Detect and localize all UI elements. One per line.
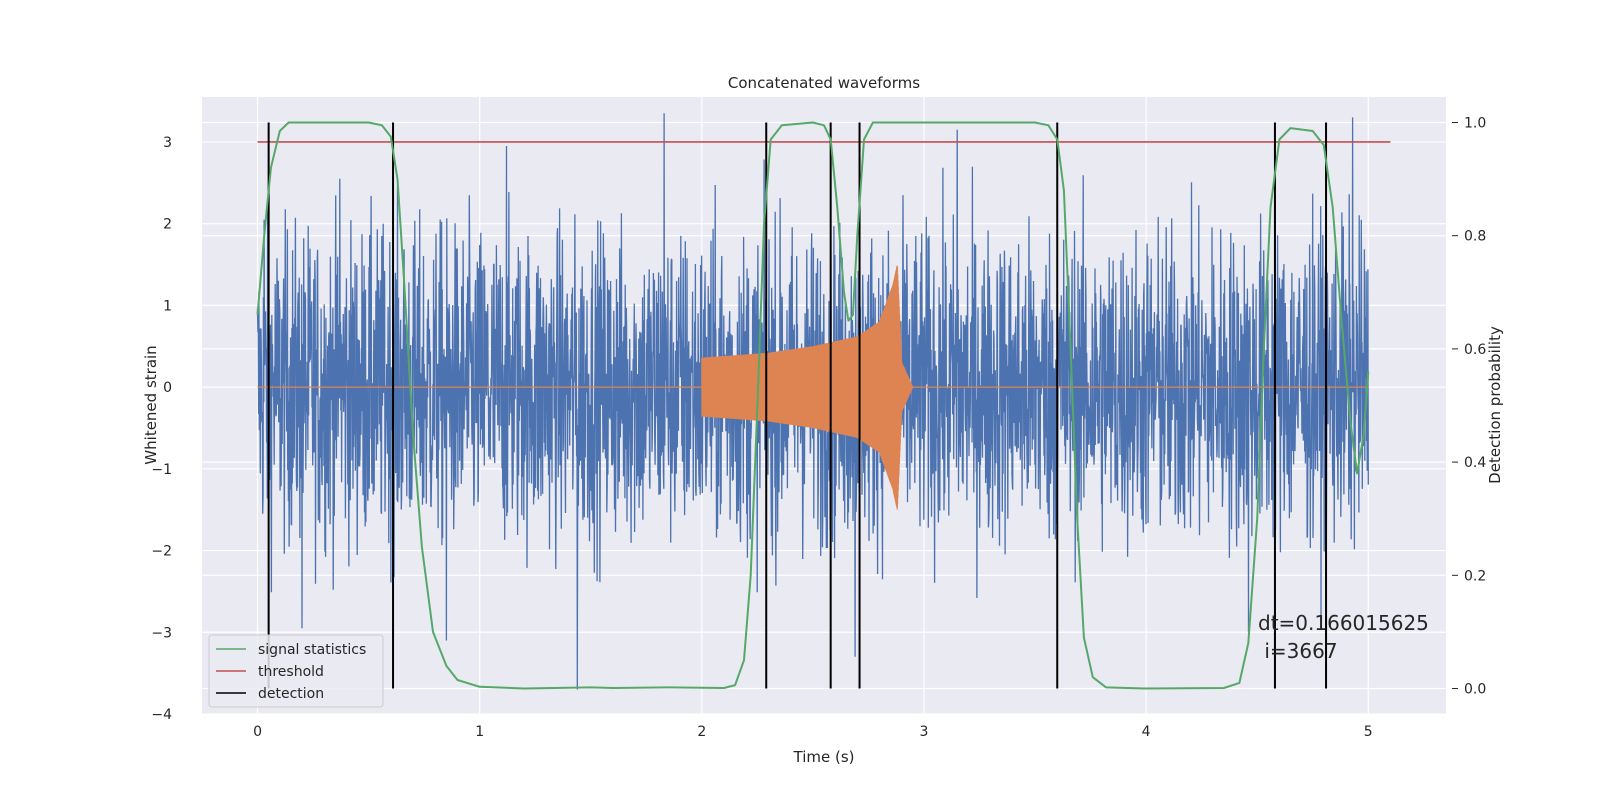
legend-label-statistics: signal statistics <box>258 642 366 658</box>
x-tick-label: 5 <box>1364 724 1373 740</box>
x-tick-label: 1 <box>475 724 484 740</box>
legend-label-detection: detection <box>258 686 324 702</box>
y-tick-label: −1 <box>151 462 172 478</box>
series-statistics-line <box>256 121 1370 690</box>
y-axis-label: Whitened strain <box>142 345 160 464</box>
x-axis-label: Time (s) <box>793 748 855 766</box>
y-tick-label: 1 <box>163 298 172 314</box>
legend: signal statistics threshold detection <box>208 634 384 708</box>
y-tick-label: −2 <box>151 544 172 560</box>
y-tick-label: −3 <box>151 625 172 641</box>
chart-title: Concatenated waveforms <box>728 74 920 92</box>
y2-tick-label: 0.8 <box>1464 229 1486 245</box>
y2-tick-label: 0.2 <box>1464 568 1486 584</box>
y-tick-label: 2 <box>163 217 172 233</box>
x-tick-label: 3 <box>920 724 929 740</box>
x-tick-label: 0 <box>253 724 262 740</box>
x-tick-label: 4 <box>1142 724 1151 740</box>
y2-tick-label: 0.6 <box>1464 342 1486 358</box>
y-tick-label: 0 <box>163 380 172 396</box>
y2-axis-label: Detection probability <box>1486 326 1504 484</box>
y-tick-label: −4 <box>151 707 172 723</box>
legend-box <box>208 634 384 708</box>
y2-tick-label: 1.0 <box>1464 115 1486 131</box>
annotation-index: i=3667 <box>1258 639 1338 663</box>
annotation-dt: dt=0.166015625 <box>1258 611 1429 635</box>
series-chirp-line <box>257 265 1369 510</box>
plot-series <box>256 113 1391 690</box>
legend-label-threshold: threshold <box>258 664 324 680</box>
axis-ticks: 0 1 2 3 4 5 −4 −3 −2 −1 0 1 2 3 0.0 0.2 0.4 0.6 0.8 1.0 <box>151 115 1486 740</box>
x-tick-label: 2 <box>697 724 706 740</box>
y2-tick-label: 0.4 <box>1464 455 1486 471</box>
y-tick-label: 3 <box>163 135 172 151</box>
y2-tick-label: 0.0 <box>1464 682 1486 698</box>
